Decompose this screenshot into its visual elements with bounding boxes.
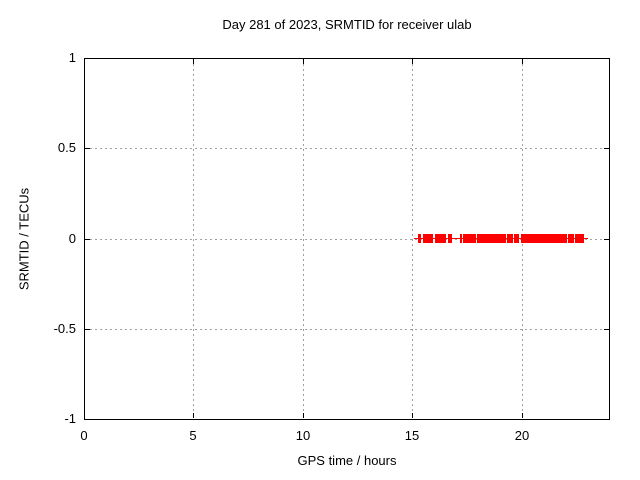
y-tick-mark-right <box>604 148 609 149</box>
y-tick-label: 0 <box>68 231 76 246</box>
x-tick-mark-top <box>193 59 194 64</box>
y-tick-label: -0.5 <box>53 321 76 336</box>
y-tick-label: -1 <box>64 411 76 426</box>
y-tick-mark-right <box>604 58 609 59</box>
x-tick-label: 10 <box>295 428 311 443</box>
y-tick-mark <box>85 419 90 420</box>
y-tick-label: 0.5 <box>57 140 76 155</box>
y-tick-mark-right <box>604 239 609 240</box>
y-axis-label: SRMTID / TECUs <box>16 187 32 291</box>
x-tick-mark-top <box>412 59 413 64</box>
x-tick-mark <box>522 413 523 418</box>
chart-title: Day 281 of 2023, SRMTID for receiver ula… <box>222 17 472 32</box>
x-tick-label: 20 <box>514 428 530 443</box>
x-tick-mark-top <box>84 59 85 64</box>
y-tick-mark-right <box>604 419 609 420</box>
x-tick-mark <box>84 413 85 418</box>
x-gridline <box>303 59 304 418</box>
y-gridline <box>85 148 608 149</box>
x-tick-mark-top <box>522 59 523 64</box>
data-marker <box>446 234 456 243</box>
y-gridline <box>85 239 608 240</box>
x-tick-label: 0 <box>80 428 88 443</box>
y-tick-mark <box>85 148 90 149</box>
y-gridline <box>85 329 608 330</box>
x-tick-mark <box>303 413 304 418</box>
y-tick-mark <box>85 329 90 330</box>
x-tick-label: 5 <box>189 428 197 443</box>
y-tick-mark-right <box>604 329 609 330</box>
x-gridline <box>412 59 413 418</box>
data-marker <box>579 234 589 243</box>
x-tick-mark-top <box>303 59 304 64</box>
y-tick-mark <box>85 239 90 240</box>
x-tick-label: 15 <box>404 428 420 443</box>
x-tick-mark <box>412 413 413 418</box>
x-tick-mark <box>193 413 194 418</box>
x-gridline <box>193 59 194 418</box>
x-axis-label: GPS time / hours <box>297 453 397 468</box>
y-tick-mark <box>85 58 90 59</box>
y-tick-label: 1 <box>68 50 76 65</box>
